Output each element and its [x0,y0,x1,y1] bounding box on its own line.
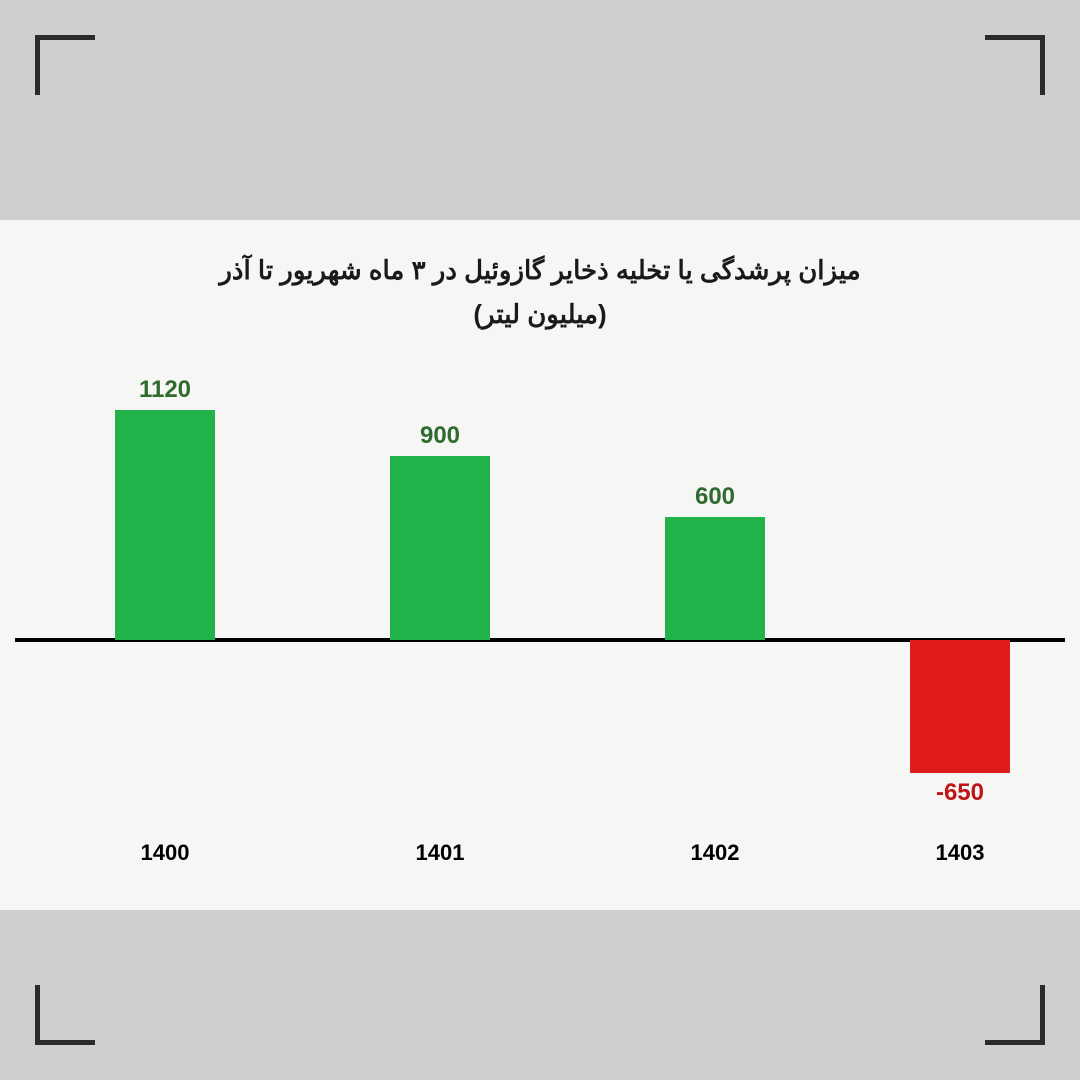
bar-1400 [115,410,215,640]
frame-corner-top-right [985,35,1045,95]
bar-1403 [910,640,1010,773]
category-label-1400: 1400 [85,840,245,866]
frame-corner-top-left [35,35,95,95]
bar-1402 [665,517,765,640]
bar-1401 [390,456,490,641]
bar-value-1403: -650 [880,779,1040,807]
frame-corner-bottom-left [35,985,95,1045]
chart-title-line1: میزان پرشدگی یا تخلیه ذخایر گازوئیل در ۳… [0,248,1080,292]
bar-value-1401: 900 [360,422,520,450]
category-label-1401: 1401 [360,840,520,866]
bar-value-1402: 600 [635,483,795,511]
category-label-1403: 1403 [880,840,1040,866]
chart-title-line2: (میلیون لیتر) [0,292,1080,336]
category-label-1402: 1402 [635,840,795,866]
chart-title: میزان پرشدگی یا تخلیه ذخایر گازوئیل در ۳… [0,248,1080,336]
bar-value-1400: 1120 [85,376,245,404]
frame-corner-bottom-right [985,985,1045,1045]
